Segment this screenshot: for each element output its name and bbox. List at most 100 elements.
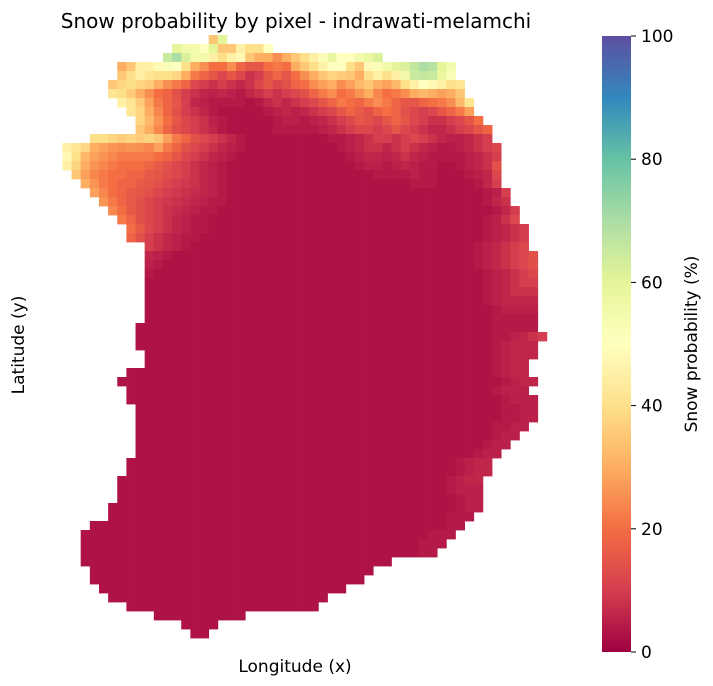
heatmap-cell — [300, 485, 310, 495]
heatmap-cell — [400, 476, 411, 486]
heatmap-cell — [364, 98, 374, 108]
heatmap-grid — [62, 35, 548, 639]
heatmap-cell — [364, 404, 374, 414]
heatmap-cell — [373, 224, 383, 234]
heatmap-cell — [108, 539, 118, 549]
heatmap-cell — [172, 593, 182, 603]
heatmap-cell — [327, 350, 338, 360]
heatmap-cell — [446, 494, 456, 504]
heatmap-cell — [391, 260, 401, 270]
heatmap-cell — [455, 440, 465, 450]
heatmap-cell — [501, 395, 511, 405]
heatmap-cell — [226, 341, 237, 351]
heatmap-cell — [135, 143, 146, 153]
heatmap-cell — [455, 179, 465, 189]
heatmap-cell — [217, 287, 228, 297]
heatmap-cell — [254, 161, 264, 171]
heatmap-cell — [418, 296, 429, 306]
heatmap-cell — [263, 404, 274, 414]
heatmap-cell — [108, 503, 118, 513]
heatmap-cell — [245, 386, 255, 396]
heatmap-cell — [345, 89, 356, 99]
heatmap-cell — [473, 476, 484, 486]
heatmap-cell — [492, 197, 502, 207]
heatmap-cell — [281, 53, 292, 63]
heatmap-cell — [217, 521, 228, 531]
heatmap-cell — [236, 449, 246, 459]
heatmap-cell — [162, 431, 173, 441]
heatmap-cell — [199, 296, 210, 306]
heatmap-cell — [510, 404, 520, 414]
heatmap-cell — [300, 467, 310, 477]
heatmap-cell — [153, 152, 164, 162]
heatmap-cell — [208, 332, 219, 342]
heatmap-cell — [281, 593, 292, 603]
heatmap-cell — [254, 269, 264, 279]
heatmap-cell — [172, 341, 182, 351]
heatmap-cell — [327, 134, 338, 144]
heatmap-cell — [300, 233, 310, 243]
heatmap-cell — [373, 341, 383, 351]
heatmap-cell — [144, 296, 155, 306]
heatmap-cell — [455, 485, 465, 495]
heatmap-cell — [172, 440, 182, 450]
heatmap-cell — [162, 377, 173, 387]
heatmap-cell — [290, 359, 301, 369]
heatmap-cell — [226, 566, 237, 576]
heatmap-cell — [428, 80, 438, 90]
heatmap-cell — [290, 314, 301, 324]
heatmap-cell — [263, 314, 274, 324]
heatmap-cell — [126, 557, 136, 567]
heatmap-cell — [199, 197, 210, 207]
heatmap-cell — [181, 440, 191, 450]
heatmap-cell — [245, 566, 255, 576]
heatmap-cell — [373, 161, 383, 171]
heatmap-cell — [464, 152, 475, 162]
heatmap-cell — [300, 602, 310, 612]
heatmap-cell — [71, 161, 82, 171]
chart-title: Snow probability by pixel - indrawati-me… — [61, 9, 532, 33]
heatmap-cell — [437, 485, 447, 495]
heatmap-cell — [345, 575, 356, 585]
heatmap-cell — [492, 350, 502, 360]
heatmap-cell — [290, 503, 301, 513]
heatmap-cell — [217, 548, 228, 558]
colorbar-tick-label: 40 — [641, 397, 663, 417]
heatmap-cell — [382, 62, 392, 72]
heatmap-cell — [272, 197, 283, 207]
heatmap-cell — [254, 89, 264, 99]
heatmap-cell — [400, 395, 411, 405]
heatmap-cell — [126, 71, 136, 81]
heatmap-cell — [181, 323, 191, 333]
heatmap-cell — [373, 53, 383, 63]
heatmap-cell — [528, 314, 539, 324]
heatmap-cell — [400, 548, 411, 558]
heatmap-cell — [345, 548, 356, 558]
heatmap-cell — [236, 575, 246, 585]
heatmap-cell — [172, 269, 182, 279]
heatmap-cell — [391, 521, 401, 531]
heatmap-cell — [309, 233, 319, 243]
heatmap-cell — [455, 134, 465, 144]
heatmap-cell — [290, 404, 301, 414]
heatmap-cell — [373, 134, 383, 144]
heatmap-cell — [236, 440, 246, 450]
heatmap-cell — [281, 485, 292, 495]
heatmap-cell — [226, 539, 237, 549]
heatmap-cell — [336, 449, 347, 459]
heatmap-cell — [409, 206, 420, 216]
heatmap-cell — [327, 503, 338, 513]
heatmap-cell — [345, 224, 356, 234]
heatmap-cell — [263, 512, 274, 522]
heatmap-cell — [492, 449, 502, 459]
heatmap-cell — [437, 422, 447, 432]
heatmap-cell — [501, 269, 511, 279]
heatmap-cell — [400, 431, 411, 441]
heatmap-cell — [290, 386, 301, 396]
heatmap-cell — [400, 287, 411, 297]
heatmap-cell — [354, 332, 365, 342]
heatmap-cell — [71, 143, 82, 153]
heatmap-cell — [172, 359, 182, 369]
heatmap-cell — [373, 206, 383, 216]
heatmap-cell — [281, 413, 292, 423]
